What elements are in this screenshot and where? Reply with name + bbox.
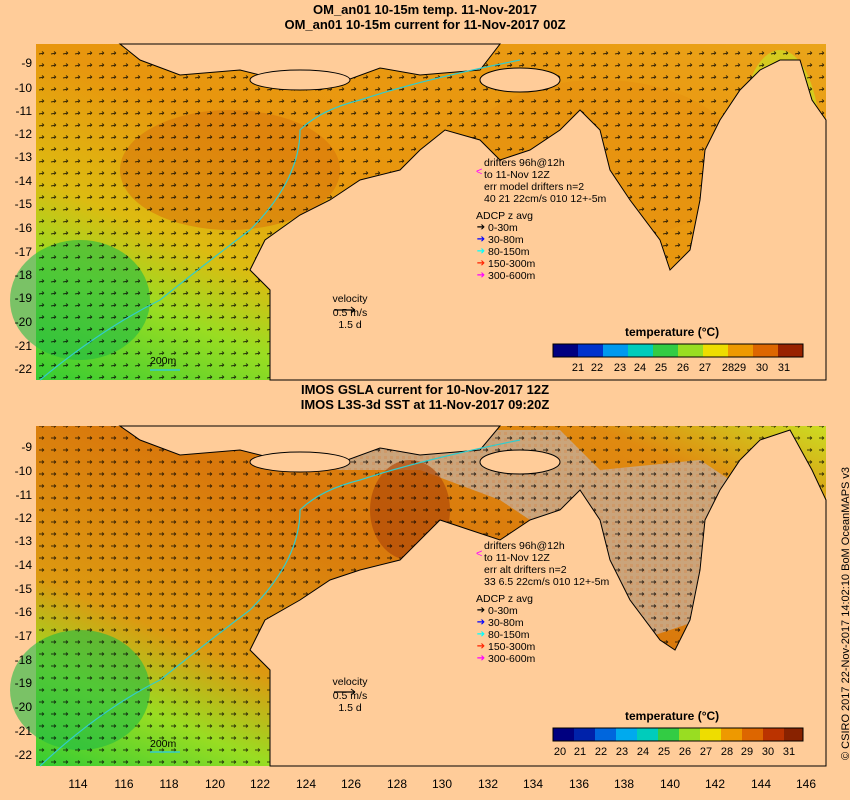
x-tick: 122 bbox=[245, 778, 275, 790]
panel2-scale-label: 200m bbox=[150, 738, 176, 750]
x-tick: 126 bbox=[336, 778, 366, 790]
panel2-adcp-arrow-icon: ➔ bbox=[476, 654, 486, 664]
panel2-ytick: -22 bbox=[2, 749, 32, 761]
x-tick: 116 bbox=[109, 778, 139, 790]
panel2-adcp-arrow-icon: ➔ bbox=[476, 642, 486, 652]
x-tick: 132 bbox=[473, 778, 503, 790]
x-tick: 142 bbox=[700, 778, 730, 790]
panel2-ytick: -19 bbox=[2, 677, 32, 689]
panel2-ytick: -14 bbox=[2, 559, 32, 571]
x-tick: 146 bbox=[791, 778, 821, 790]
panel2-adcp-arrow-icon: ➔ bbox=[476, 606, 486, 616]
panel2-ytick: -13 bbox=[2, 535, 32, 547]
x-tick: 120 bbox=[200, 778, 230, 790]
panel2-adcp-arrow-icon: ➔ bbox=[476, 630, 486, 640]
panel2-timor bbox=[250, 452, 350, 472]
panel2-adcp-arrow-icon: ➔ bbox=[476, 618, 486, 628]
x-tick: 124 bbox=[291, 778, 321, 790]
panel2-velocity-legend: velocity 0.5 m/s 1.5 d bbox=[320, 676, 380, 714]
x-tick: 118 bbox=[154, 778, 184, 790]
x-tick: 134 bbox=[518, 778, 548, 790]
credit-text: © CSIRO 2017 22-Nov-2017 14:02:10 BoM Oc… bbox=[840, 467, 850, 760]
panel2-drifters-info: drifters 96h@12h to 11-Nov 12Z err alt d… bbox=[484, 540, 609, 588]
panel2-colorbar bbox=[553, 728, 803, 741]
panel2-ytick: -15 bbox=[2, 583, 32, 595]
x-tick: 128 bbox=[382, 778, 412, 790]
x-tick: 130 bbox=[427, 778, 457, 790]
panel2-ytick: -12 bbox=[2, 512, 32, 524]
panel2-ytick: -10 bbox=[2, 465, 32, 477]
x-tick: 144 bbox=[746, 778, 776, 790]
panel2-ytick: -9 bbox=[2, 441, 32, 453]
x-tick: 138 bbox=[609, 778, 639, 790]
panel2-drifter-marker: < bbox=[476, 548, 482, 560]
x-tick: 136 bbox=[564, 778, 594, 790]
panel2-adcp-legend: ADCP z avg ➔ 0-30m ➔ 30-80m ➔ 80-150m ➔ 150-… bbox=[476, 593, 535, 665]
panel2-ytick: -20 bbox=[2, 701, 32, 713]
panel2-island-east bbox=[480, 450, 560, 474]
panel2-ytick: -11 bbox=[2, 489, 32, 501]
panel2-ytick: -21 bbox=[2, 725, 32, 737]
panel2-ytick: -16 bbox=[2, 606, 32, 618]
panel2-ytick: -17 bbox=[2, 630, 32, 642]
panel2-colorbar-title: temperature (°C) bbox=[625, 709, 719, 723]
x-tick: 114 bbox=[63, 778, 93, 790]
x-tick: 140 bbox=[655, 778, 685, 790]
panel2-ytick: -18 bbox=[2, 654, 32, 666]
